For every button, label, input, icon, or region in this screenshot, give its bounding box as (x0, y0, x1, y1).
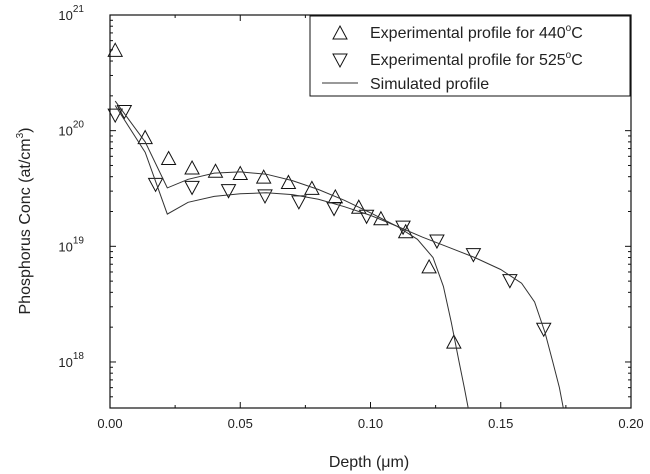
data-point-440 (421, 258, 437, 274)
legend-item-440: Experimental profile for 440oC (332, 23, 583, 42)
x-tick-label: 0.05 (228, 416, 253, 431)
data-point-525 (429, 234, 445, 250)
data-point-440 (184, 159, 200, 175)
data-point-440 (350, 199, 367, 214)
simulated-profile-line-2 (114, 100, 469, 408)
data-point-440 (160, 150, 177, 166)
data-point-525 (257, 189, 273, 204)
data-point-525 (326, 202, 342, 217)
y-tick-label: 1020 (58, 120, 84, 139)
data-point-525 (291, 195, 307, 210)
x-tick-label: 0.15 (488, 416, 513, 431)
y-axis-title: Phosphorus Conc (at/cm3) (15, 128, 34, 315)
simulated-profile-line-3 (114, 105, 564, 408)
legend-item-525: Experimental profile for 525oC (332, 50, 583, 69)
tick-layer: 0.00 0.05 0.10 0.15 0.20 1018 1019 1020 1021 (58, 4, 643, 431)
legend-label-simulated: Simulated profile (370, 76, 489, 93)
x-axis-title: Depth (μm) (329, 454, 409, 471)
series-layer (107, 42, 564, 408)
data-point-525 (107, 108, 124, 124)
legend-item-simulated: Simulated profile (322, 76, 489, 93)
y-tick-label: 1021 (58, 4, 84, 23)
legend-label-525: Experimental profile for 525oC (370, 50, 583, 69)
data-point-440 (207, 163, 224, 178)
y-tick-label: 1018 (58, 351, 84, 370)
data-point-525 (502, 274, 518, 289)
data-point-525 (184, 180, 200, 196)
legend-marker-triangle-up (332, 24, 348, 40)
data-point-525 (465, 248, 482, 263)
legend-box (309, 15, 631, 97)
legend-marker-triangle-down (332, 53, 348, 69)
data-point-525 (116, 104, 133, 120)
data-point-440 (446, 334, 462, 349)
data-point-525 (220, 184, 237, 199)
data-point-525 (395, 220, 411, 236)
data-point-440 (232, 165, 249, 181)
data-point-525 (147, 177, 164, 193)
legend-label-440: Experimental profile for 440oC (370, 23, 583, 42)
x-tick-label: 0.20 (618, 416, 643, 431)
data-point-440 (304, 180, 320, 195)
x-tick-label: 0.10 (358, 416, 383, 431)
y-tick-label: 1019 (58, 235, 84, 254)
data-point-440 (280, 174, 297, 189)
data-point-440 (107, 42, 124, 57)
data-point-525 (535, 322, 552, 338)
x-tick-label: 0.00 (97, 416, 122, 431)
data-point-440 (255, 169, 272, 184)
data-point-525 (358, 209, 375, 225)
legend: Experimental profile for 440oC Experimen… (309, 15, 631, 97)
